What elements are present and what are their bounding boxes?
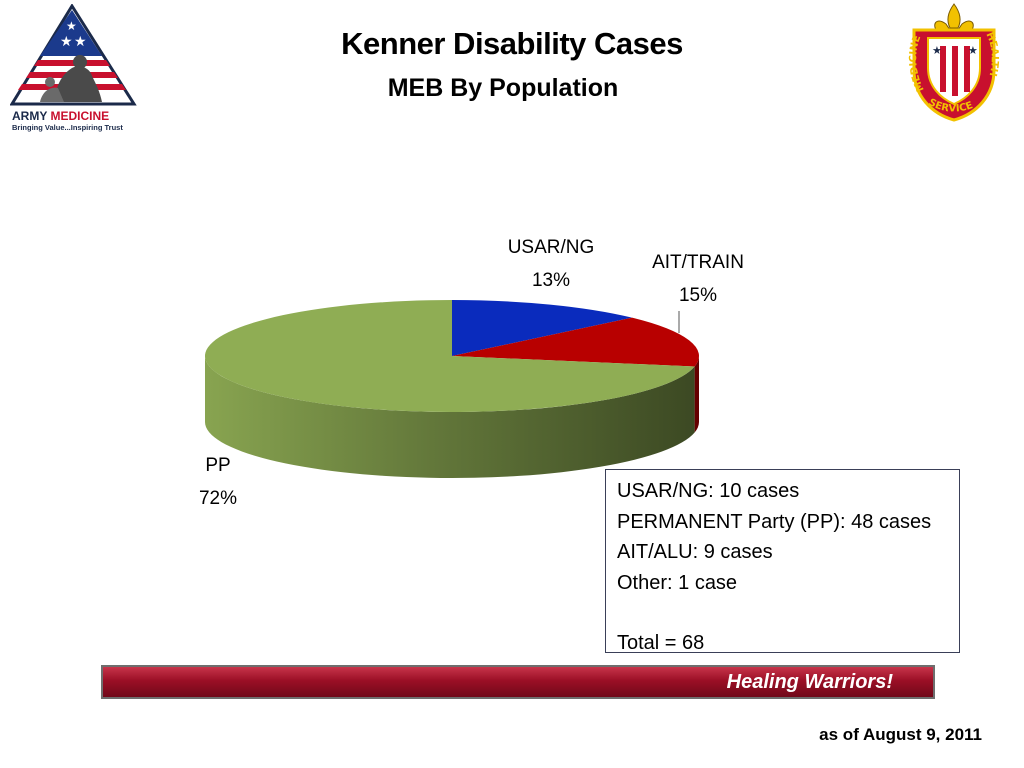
pie-slice-pp	[205, 300, 695, 412]
crest-shield-icon: ★ ★ MEDICINE HEALTH SERVICE	[908, 3, 1000, 122]
army-medicine-emblem-icon: ★ ★ ★	[9, 3, 137, 106]
slice-label-name: PP	[205, 455, 231, 476]
svg-text:★: ★	[932, 44, 942, 57]
slice-label-pp: PP 72%	[188, 450, 248, 515]
army-medicine-wordmark: ARMY MEDICINE	[12, 109, 109, 123]
slice-label-usar-ng: USAR/NG 13%	[496, 232, 606, 297]
case-summary-box: USAR/NG: 10 cases PERMANENT Party (PP): …	[605, 469, 960, 654]
summary-line-total: Total = 68	[617, 632, 705, 654]
svg-text:★: ★	[66, 19, 77, 33]
slice-label-percent: 15%	[678, 284, 718, 306]
svg-text:★: ★	[74, 34, 87, 50]
summary-line-ait-alu: AIT/ALU: 9 cases	[617, 541, 773, 563]
slice-label-name: AIT/TRAIN	[652, 252, 744, 273]
svg-text:★: ★	[60, 34, 73, 50]
army-medicine-logo: ★ ★ ★ ARMY MEDICINE Bringing Value...Ins…	[9, 3, 140, 132]
pie-side-pp	[205, 356, 695, 479]
slice-label-ait-train: AIT/TRAIN 15%	[636, 247, 760, 312]
pie-slice-usar-ng	[452, 300, 633, 356]
slice-label-name: USAR/NG	[507, 237, 595, 258]
page-title: Kenner Disability Cases	[341, 26, 683, 61]
as-of-date: as of August 9, 2011	[819, 725, 982, 744]
banner-slogan: Healing Warriors!	[726, 671, 893, 693]
slice-label-percent: 72%	[198, 487, 238, 509]
slice-label-percent: 13%	[531, 269, 571, 291]
svg-text:★: ★	[968, 44, 978, 57]
pie-slice-ait-train	[452, 317, 699, 367]
summary-spacer	[617, 598, 959, 628]
wordmark-army: ARMY	[12, 109, 48, 123]
pie-side-ait-train	[694, 356, 699, 433]
wordmark-medicine: MEDICINE	[50, 109, 110, 123]
summary-line-other: Other: 1 case	[617, 571, 738, 594]
summary-line-usar-ng: USAR/NG: 10 cases	[617, 480, 800, 502]
army-medicine-tagline: Bringing Value...Inspiring Trust	[12, 123, 123, 132]
page-subtitle: MEB By Population	[387, 74, 619, 102]
medical-service-crest: ★ ★ MEDICINE HEALTH SERVICE	[896, 0, 1012, 122]
footer-banner: Healing Warriors!	[101, 665, 935, 699]
summary-line-permanent-party: PERMANENT Party (PP): 48 cases	[617, 510, 932, 533]
